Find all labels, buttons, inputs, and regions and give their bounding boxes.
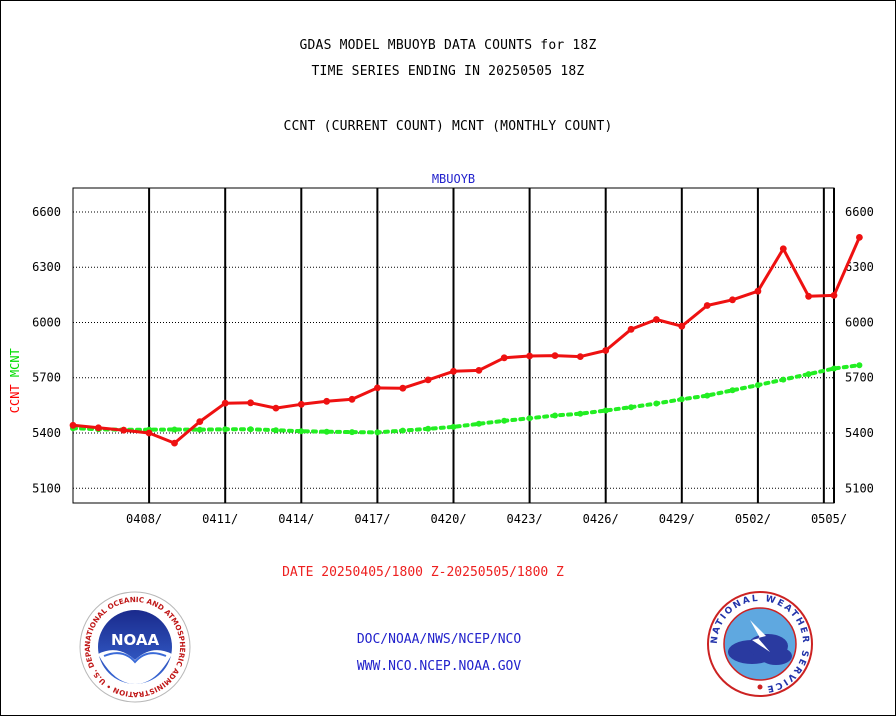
y-tick-label-right: 6600 (845, 205, 874, 219)
chart-title-line2: TIME SERIES ENDING IN 20250505 18Z (311, 64, 585, 79)
data-point-ccnt (323, 397, 331, 405)
series-line-mcnt (71, 363, 862, 435)
data-point-mcnt (577, 410, 584, 417)
data-point-mcnt (628, 404, 635, 411)
data-point-ccnt (805, 292, 812, 300)
data-point-mcnt (349, 429, 355, 436)
data-point-mcnt (754, 382, 761, 389)
data-point-ccnt (272, 404, 280, 412)
y-tick-label-right: 6300 (845, 260, 874, 274)
data-point-ccnt (450, 367, 457, 375)
data-point-ccnt (221, 399, 229, 407)
data-point-ccnt (475, 367, 483, 374)
data-point-mcnt (323, 428, 330, 435)
data-point-mcnt (704, 392, 711, 399)
data-point-mcnt (602, 407, 609, 414)
data-point-ccnt (399, 384, 407, 392)
data-point-mcnt (222, 426, 229, 433)
data-point-ccnt (678, 322, 686, 330)
data-point-mcnt (247, 426, 254, 433)
chart-title-line1: GDAS MODEL MBUOYB DATA COUNTS for 18Z (299, 38, 597, 53)
date-range: DATE 20250405/1800 Z-20250505/1800 Z (282, 565, 564, 580)
data-point-mcnt (425, 425, 432, 432)
x-tick-label: 0502/ (735, 512, 771, 526)
y-tick-label-left: 6600 (32, 205, 61, 219)
data-point-mcnt (729, 387, 736, 394)
y-axis-label-mcnt: MCNT (8, 348, 22, 384)
noaa-logo: NATIONAL OCEANIC AND ATMOSPHERIC ADMINIS… (78, 590, 191, 703)
data-point-ccnt (729, 296, 736, 304)
y-tick-label-left: 5400 (32, 426, 61, 440)
data-point-ccnt (551, 352, 559, 359)
data-point-ccnt (95, 424, 102, 432)
series-line-ccnt (71, 235, 861, 445)
data-point-mcnt (780, 376, 787, 383)
data-point-ccnt (627, 325, 635, 333)
data-point-mcnt (653, 400, 660, 407)
y-tick-label-right: 5700 (845, 371, 874, 385)
nco-website-link[interactable]: WWW.NCO.NCEP.NOAA.GOV (356, 659, 522, 674)
x-tick-label: 0408/ (126, 512, 162, 526)
data-point-mcnt (526, 415, 533, 422)
data-point-ccnt (754, 287, 762, 295)
data-point-mcnt (450, 423, 457, 430)
data-point-ccnt (145, 429, 153, 437)
data-point-mcnt (196, 426, 203, 433)
data-point-mcnt (475, 420, 482, 427)
data-point-mcnt (272, 427, 279, 434)
noaa-logo-text: NOAA (111, 631, 160, 649)
x-tick-label: 0423/ (507, 512, 543, 526)
line-chart: MBUOYB 5100 5100 5400 5400 5700 5700 6000 6000 63… (8, 172, 874, 526)
y-tick-label-left: 6000 (32, 315, 61, 329)
y-tick-label-right: 6000 (845, 315, 874, 329)
data-point-ccnt (653, 316, 660, 323)
data-point-ccnt (69, 421, 77, 429)
x-tick-label: 0505/ (811, 512, 847, 526)
data-point-ccnt (196, 418, 204, 425)
data-point-ccnt (120, 426, 128, 434)
y-axis-label: CCNT MCNT (8, 348, 22, 413)
y-tick-label-left: 5100 (32, 481, 61, 495)
data-point-ccnt (247, 399, 255, 407)
data-point-mcnt (805, 371, 812, 378)
data-point-ccnt (297, 400, 305, 408)
data-point-mcnt (501, 417, 508, 424)
data-point-ccnt (856, 234, 863, 241)
y-tick-label-left: 5700 (32, 371, 61, 385)
data-point-mcnt (171, 426, 178, 433)
data-point-ccnt (171, 439, 178, 447)
y-tick-label-right: 5100 (845, 481, 874, 495)
x-tick-label: 0429/ (659, 512, 695, 526)
y-tick-label-left: 6300 (32, 260, 61, 274)
data-point-ccnt (424, 376, 432, 384)
doc-link[interactable]: DOC/NOAA/NWS/NCEP/NCO (356, 632, 522, 647)
data-point-ccnt (779, 245, 787, 253)
data-point-ccnt (526, 352, 533, 360)
data-point-ccnt (602, 347, 610, 354)
data-point-ccnt (703, 302, 711, 309)
data-point-ccnt (576, 353, 584, 360)
chart-series-title: MBUOYB (432, 172, 475, 186)
data-point-mcnt (831, 365, 837, 372)
data-point-mcnt (552, 412, 558, 419)
x-tick-label: 0411/ (202, 512, 238, 526)
data-point-mcnt (399, 427, 406, 434)
data-point-ccnt (374, 384, 381, 392)
data-point-mcnt (678, 396, 685, 403)
x-tick-label: 0417/ (354, 512, 390, 526)
nws-logo: NATIONAL WEATHER SERVICE (707, 591, 813, 697)
x-tick-label: 0426/ (583, 512, 619, 526)
y-axis-label-ccnt: CCNT (8, 384, 22, 413)
data-point-mcnt (856, 362, 863, 369)
chart-subtitle: CCNT (CURRENT COUNT) MCNT (MONTHLY COUNT… (283, 119, 613, 134)
data-point-ccnt (348, 395, 356, 403)
data-point-ccnt (830, 292, 838, 299)
y-tick-label-right: 5400 (845, 426, 874, 440)
x-tick-label: 0414/ (278, 512, 314, 526)
data-point-mcnt (374, 429, 381, 436)
data-point-mcnt (298, 428, 305, 435)
data-point-ccnt (500, 354, 508, 362)
x-tick-label: 0420/ (430, 512, 466, 526)
